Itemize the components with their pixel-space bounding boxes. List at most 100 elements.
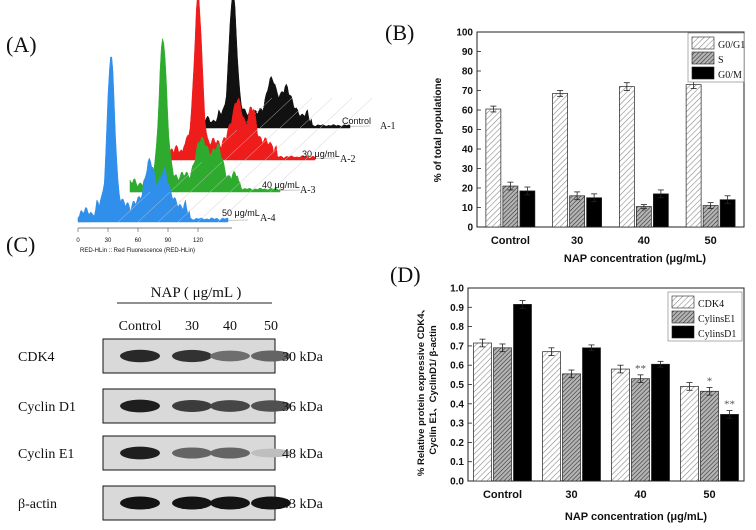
perspective-line <box>137 191 171 223</box>
protein-label: CDK4 <box>18 350 55 365</box>
perspective-line <box>229 161 263 193</box>
kda-label: 48 kDa <box>282 447 324 462</box>
perspective-line <box>259 97 293 129</box>
lane-label: Control <box>119 319 162 334</box>
blot-band <box>120 446 160 460</box>
perspective-line <box>284 129 318 161</box>
x-axis-label: NAP concentration (μg/mL) <box>564 253 707 265</box>
panel-label-a: (A) <box>6 32 37 57</box>
y-tick-label: 0.5 <box>450 380 464 391</box>
legend-label: CylinsE1 <box>698 314 735 325</box>
legend-swatch <box>691 66 715 80</box>
perspective-line <box>217 191 251 223</box>
trace-code: A-1 <box>380 121 396 132</box>
lane-label: 40 <box>223 319 237 334</box>
histogram-x-label: RED-HLin :: Red Fluorescence (RED-HLin) <box>80 248 195 254</box>
trace-label: 30 μg/mL <box>302 149 340 159</box>
x-tick-label: 30 <box>565 489 577 501</box>
lane-label: 30 <box>185 319 199 334</box>
perspective-line <box>117 191 151 223</box>
y-tick-label: 0.3 <box>450 419 464 430</box>
significance-mark: * <box>707 375 713 387</box>
histogram-x-tick-label: 30 <box>105 238 112 244</box>
significance-mark: ** <box>635 363 646 375</box>
trace-label: 40 μg/mL <box>262 180 300 190</box>
bar <box>542 351 561 482</box>
y-tick-label: 0.2 <box>450 438 464 449</box>
legend-swatch <box>691 51 715 65</box>
y-tick-label: 0.9 <box>450 303 464 314</box>
perspective-line <box>249 161 283 193</box>
panel-label-d: (D) <box>390 262 421 287</box>
legend-label: S <box>718 55 724 66</box>
legend-label: G0/G1 <box>718 40 745 51</box>
histogram-trace <box>164 0 316 161</box>
legend-swatch <box>671 295 695 309</box>
kda-label: 30 kDa <box>282 350 324 365</box>
blot-band <box>120 349 160 363</box>
x-tick-label: 40 <box>638 235 650 247</box>
histogram-x-tick-label: 0 <box>76 238 80 244</box>
trace-label: 50 μg/mL <box>222 208 260 218</box>
significance-mark: ** <box>724 399 735 411</box>
y-tick-label: 100 <box>456 28 473 39</box>
histogram-x-tick-label: 60 <box>135 238 142 244</box>
legend-label: CylinsD1 <box>698 329 736 340</box>
histogram-trace <box>77 56 229 223</box>
kda-label: 36 kDa <box>282 400 324 415</box>
blot-band <box>210 496 250 510</box>
perspective-line <box>269 161 303 193</box>
y-tick-label: 20 <box>462 184 474 195</box>
histogram-x-tick-label: 120 <box>193 238 204 244</box>
perspective-line <box>177 191 211 223</box>
y-tick-label: 10 <box>462 203 474 214</box>
y-tick-label: 0.6 <box>450 361 464 372</box>
lane-label: 50 <box>264 319 278 334</box>
x-tick-label: Control <box>483 489 522 501</box>
perspective-line <box>304 129 338 161</box>
bar <box>611 368 630 482</box>
perspective-line <box>264 129 298 161</box>
y-tick-label: 1.0 <box>450 284 464 295</box>
y-tick-label: 0.0 <box>450 477 464 488</box>
bar <box>493 347 512 482</box>
perspective-line <box>169 161 203 193</box>
panel-label-c: (C) <box>6 232 36 257</box>
legend-label: CDK4 <box>698 299 724 310</box>
blot-band <box>251 448 291 458</box>
y-tick-label: 40 <box>462 145 474 156</box>
x-tick-label: 50 <box>703 489 715 501</box>
bar <box>562 373 581 482</box>
perspective-line <box>204 129 238 161</box>
y-tick-label: 80 <box>462 67 474 78</box>
blot-band <box>210 400 250 412</box>
y-tick-label: 50 <box>462 125 474 136</box>
perspective-line <box>157 191 191 223</box>
legend-swatch <box>671 310 695 324</box>
histogram-x-tick-label: 90 <box>165 238 172 244</box>
perspective-line <box>224 129 258 161</box>
trace-label: Control <box>342 116 371 126</box>
blot-band <box>172 496 212 510</box>
y-tick-label: 0 <box>467 223 473 234</box>
blot-band <box>251 350 291 362</box>
protein-label: Cyclin E1 <box>18 447 74 462</box>
x-tick-label: 30 <box>571 235 583 247</box>
bar <box>473 342 492 482</box>
blot-band <box>172 400 212 412</box>
bar <box>651 363 670 482</box>
y-tick-label: 0.8 <box>450 322 464 333</box>
trace-code: A-4 <box>260 213 276 224</box>
x-tick-label: 40 <box>634 489 646 501</box>
perspective-line <box>189 161 223 193</box>
bar <box>720 414 739 482</box>
bar <box>513 304 532 482</box>
y-axis-label-line1: % Relative protein expressive CDK4、 <box>416 304 427 476</box>
x-tick-label: Control <box>491 235 530 247</box>
bar <box>582 347 601 482</box>
blot-band <box>120 399 160 413</box>
